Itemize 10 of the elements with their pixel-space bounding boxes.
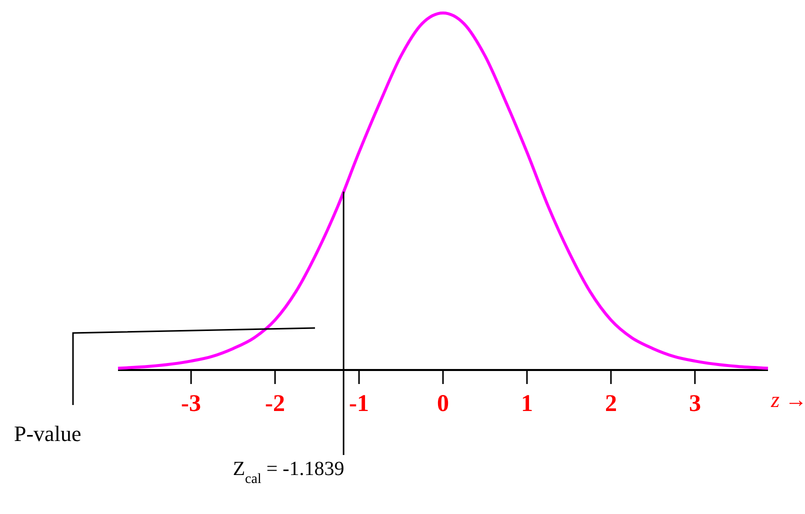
x-tick-label: -2 [265,391,286,418]
x-tick-label: 3 [688,391,701,418]
x-tick-label: 1 [520,391,533,418]
x-tick-label: -3 [181,391,202,418]
text: P-value [14,421,82,446]
x-tick-label: 0 [437,391,449,418]
x-tick-label: -1 [349,391,370,418]
x-tick-label: 2 [604,391,617,418]
ref-line-label: Z$_{cal}$ = -1.1839 [232,458,344,486]
x-axis-title: z → [770,387,805,412]
